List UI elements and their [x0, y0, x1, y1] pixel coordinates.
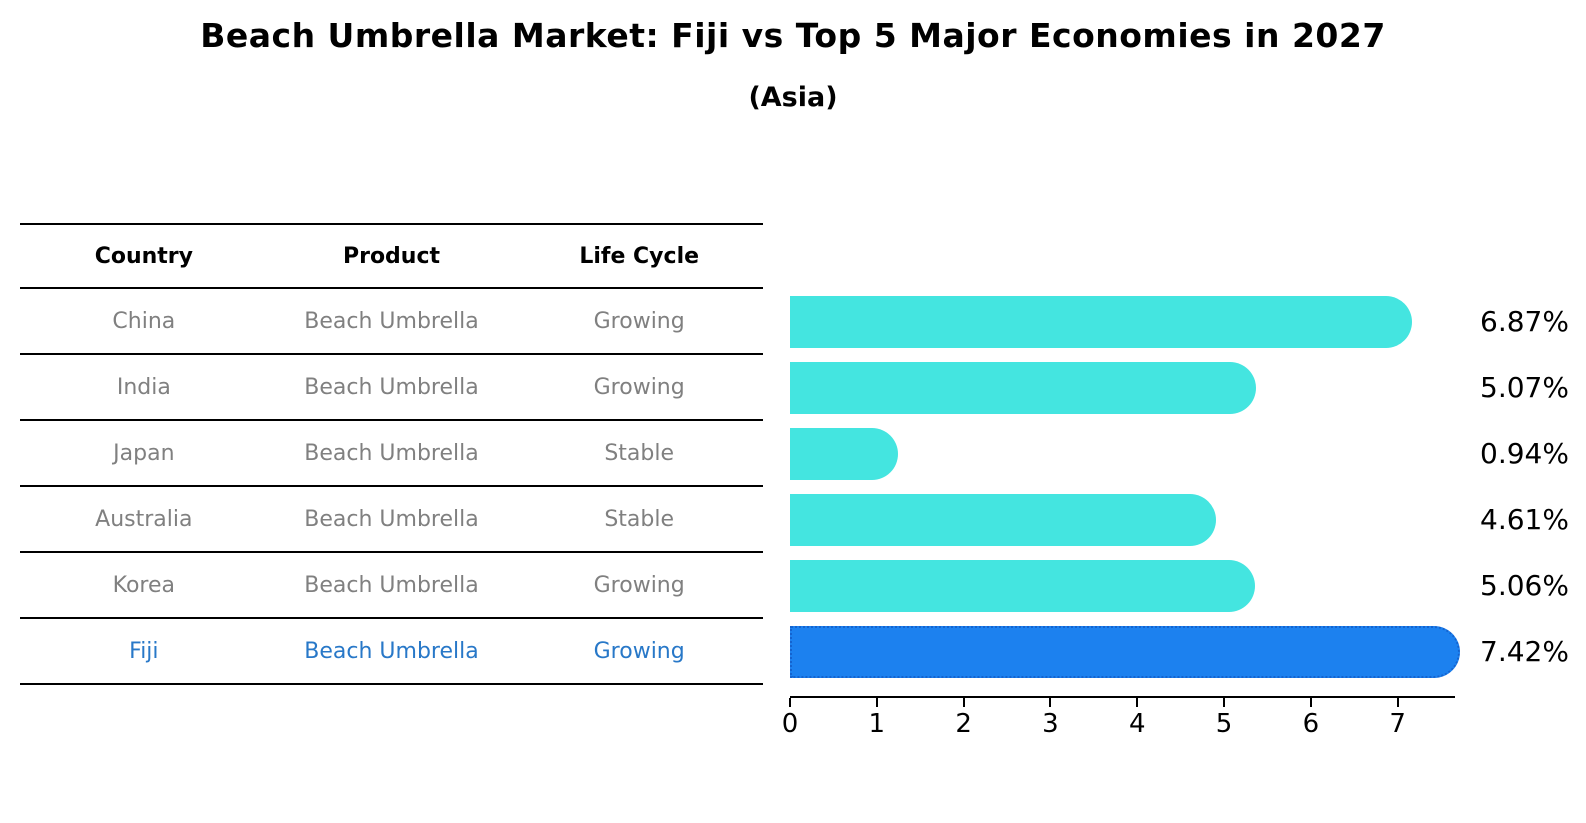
tick-label: 3: [1042, 709, 1059, 739]
bar-india: [790, 362, 1256, 414]
cell-product: Beach Umbrella: [304, 440, 479, 466]
x-axis-line: [790, 696, 1455, 698]
bar-china: [790, 296, 1412, 348]
cell-life-cycle: Stable: [604, 506, 675, 532]
tick-label: 0: [781, 709, 799, 739]
value-label-australia: 4.61%: [1480, 503, 1569, 536]
cell-product: Beach Umbrella: [304, 506, 479, 532]
cell-country: Korea: [112, 572, 176, 598]
table-row-japan: Japan Beach Umbrella Stable: [20, 421, 763, 487]
bar-australia: [790, 494, 1216, 546]
value-label-korea: 5.06%: [1480, 569, 1569, 602]
value-label-japan: 0.94%: [1480, 437, 1569, 470]
tick-mark: [1136, 698, 1139, 707]
cell-country: Fiji: [129, 638, 159, 664]
cell-product: Beach Umbrella: [304, 572, 479, 598]
cell-life-cycle: Growing: [593, 374, 685, 400]
bar-japan: [790, 428, 898, 480]
cell-life-cycle: Growing: [593, 638, 685, 664]
bar-chart: [790, 289, 1466, 689]
tick-mark: [875, 698, 878, 707]
cell-country: Japan: [113, 440, 175, 466]
cell-life-cycle: Growing: [593, 572, 685, 598]
cell-life-cycle: Growing: [593, 308, 685, 334]
tick-label: 4: [1128, 709, 1146, 739]
header-cell-life-cycle: Life Cycle: [579, 243, 700, 269]
tick-mark: [1396, 698, 1399, 707]
tick-label: 7: [1389, 709, 1406, 739]
header-cell-product: Product: [342, 243, 441, 269]
tick-label: 1: [868, 709, 886, 739]
cell-life-cycle: Stable: [604, 440, 675, 466]
cell-product: Beach Umbrella: [304, 308, 479, 334]
cell-country: Australia: [95, 506, 193, 532]
bar-fiji: [790, 626, 1460, 678]
table-row-australia: Australia Beach Umbrella Stable: [20, 487, 763, 553]
bar-korea: [790, 560, 1255, 612]
tick-mark: [1049, 698, 1052, 707]
value-label-china: 6.87%: [1480, 305, 1569, 338]
tick-mark: [1309, 698, 1312, 707]
table-header-row: Country Product Life Cycle: [20, 223, 763, 289]
data-table: Country Product Life Cycle China Beach U…: [20, 223, 763, 685]
cell-country: China: [112, 308, 176, 334]
chart-title: Beach Umbrella Market: Fiji vs Top 5 Maj…: [200, 16, 1386, 55]
tick-label: 6: [1302, 709, 1320, 739]
cell-product: Beach Umbrella: [304, 638, 479, 664]
tick-mark: [962, 698, 965, 707]
cell-country: India: [116, 374, 171, 400]
table-row-fiji: Fiji Beach Umbrella Growing: [20, 619, 763, 685]
chart-subtitle: (Asia): [748, 82, 838, 113]
cell-product: Beach Umbrella: [304, 374, 479, 400]
tick-label: 5: [1215, 709, 1233, 739]
table-row-korea: Korea Beach Umbrella Growing: [20, 553, 763, 619]
table-row-india: India Beach Umbrella Growing: [20, 355, 763, 421]
value-label-india: 5.07%: [1480, 371, 1569, 404]
table-row-china: China Beach Umbrella Growing: [20, 289, 763, 355]
header-cell-country: Country: [94, 243, 193, 269]
tick-label: 2: [955, 709, 972, 739]
value-label-fiji: 7.42%: [1480, 635, 1569, 668]
x-axis: 0 1 2 3 4 5 6 7: [782, 698, 1455, 746]
tick-mark: [1223, 698, 1226, 707]
tick-mark: [789, 698, 791, 707]
